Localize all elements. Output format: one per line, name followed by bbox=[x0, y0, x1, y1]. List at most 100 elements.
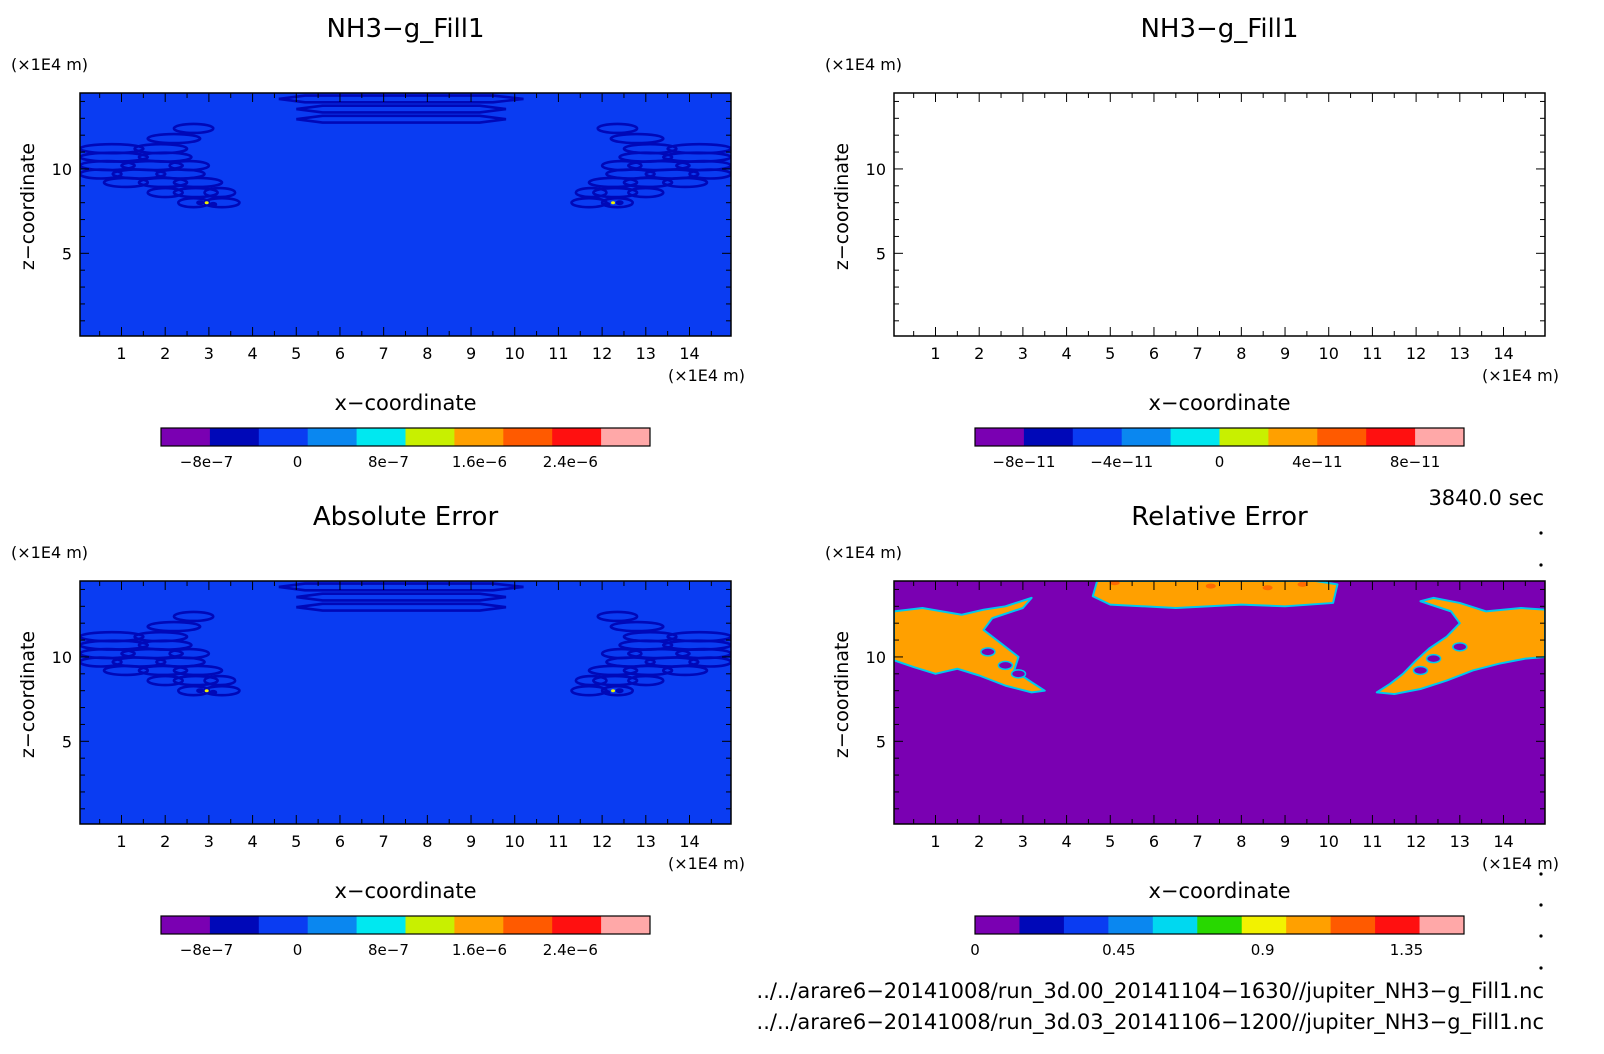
colorbar-tick-label: 8e−7 bbox=[368, 941, 409, 959]
colorbar-swatch bbox=[601, 428, 651, 446]
x-tick-label: 8 bbox=[1236, 832, 1246, 851]
error-hot-spot bbox=[1205, 583, 1216, 589]
x-axis-label: x−coordinate bbox=[334, 879, 476, 903]
contour-ring bbox=[172, 610, 215, 623]
colorbar-swatch bbox=[307, 916, 358, 934]
x-tick-label: 9 bbox=[466, 832, 476, 851]
colorbar-tick-label: 4e−11 bbox=[1292, 453, 1342, 471]
colorbar-tick-label: 0.9 bbox=[1251, 941, 1275, 959]
x-tick-label: 2 bbox=[160, 832, 170, 851]
colorbar-tick-label: 2.4e−6 bbox=[543, 941, 598, 959]
x-tick-label: 1 bbox=[930, 832, 940, 851]
contour-ring bbox=[661, 664, 709, 677]
x-tick-label: 9 bbox=[1280, 344, 1290, 363]
x-tick-label: 14 bbox=[1493, 832, 1513, 851]
colorbar-swatch bbox=[1019, 916, 1065, 934]
colorbar-swatch bbox=[1330, 916, 1376, 934]
colorbar-swatch bbox=[1072, 428, 1123, 446]
contour-min-spot bbox=[602, 201, 611, 207]
contour-min-spot bbox=[602, 689, 611, 695]
x-tick-label: 8 bbox=[1236, 344, 1246, 363]
colorbar-swatch bbox=[356, 428, 406, 446]
x-tick-label: 4 bbox=[247, 344, 257, 363]
contour-min-spot bbox=[196, 200, 205, 206]
colorbar-tick-label: −8e−7 bbox=[180, 941, 233, 959]
x-tick-label: 4 bbox=[1061, 832, 1071, 851]
colorbar-swatch bbox=[1286, 916, 1332, 934]
x-tick-label: 13 bbox=[1450, 832, 1470, 851]
colorbar-tick-label: 0 bbox=[1215, 453, 1225, 471]
contour-ring bbox=[102, 176, 150, 189]
colorbar-swatch bbox=[975, 428, 1025, 446]
x-tick-label: 3 bbox=[1018, 832, 1028, 851]
contour-ring bbox=[596, 122, 639, 135]
colorbar-swatch bbox=[1317, 428, 1367, 446]
colorbar-swatch bbox=[1121, 428, 1172, 446]
x-tick-label: 1 bbox=[116, 344, 126, 363]
contour-line bbox=[278, 582, 524, 592]
colorbar-swatch bbox=[1170, 428, 1220, 446]
colorbar-swatch bbox=[209, 428, 260, 446]
x-tick-label: 1 bbox=[116, 832, 126, 851]
colorbar-swatch bbox=[405, 916, 455, 934]
x-tick-label: 6 bbox=[335, 344, 345, 363]
x-tick-label: 14 bbox=[1493, 344, 1513, 363]
colorbar-tick-label: 1.6e−6 bbox=[452, 941, 507, 959]
contour-ring bbox=[627, 674, 665, 687]
colorbar-swatch bbox=[258, 916, 309, 934]
contour-line bbox=[278, 94, 524, 104]
panel-3: Absolute Error(×1E4 m)1 2 3 4 5 6 7 8 9 10 11 12 13 1… bbox=[11, 502, 745, 959]
x-tick-label: 2 bbox=[160, 344, 170, 363]
colorbar-swatch bbox=[1219, 428, 1269, 446]
contour-ring bbox=[172, 122, 215, 135]
x-unit-label: (×1E4 m) bbox=[1482, 854, 1559, 873]
x-tick-label: 10 bbox=[505, 832, 525, 851]
y-unit-label: (×1E4 m) bbox=[825, 55, 902, 74]
colorbar-swatch bbox=[209, 916, 260, 934]
colorbar-swatch bbox=[1268, 428, 1318, 446]
panel-title: Absolute Error bbox=[313, 502, 499, 532]
contour-ring bbox=[661, 176, 709, 189]
contour-ring bbox=[609, 132, 665, 145]
colorbar-swatch bbox=[1023, 428, 1074, 446]
colorbar-swatch bbox=[356, 916, 406, 934]
colorbar-swatch bbox=[1197, 916, 1243, 934]
x-tick-label: 1 bbox=[930, 344, 940, 363]
colorbar-swatch bbox=[405, 428, 455, 446]
x-tick-label: 11 bbox=[1362, 832, 1382, 851]
colorbar-tick-label: 8e−11 bbox=[1390, 453, 1440, 471]
x-tick-label: 10 bbox=[1319, 832, 1339, 851]
x-tick-label: 5 bbox=[291, 344, 301, 363]
error-hole bbox=[1010, 669, 1027, 679]
contour-line bbox=[296, 114, 507, 124]
y-axis-label: z−coordinate bbox=[831, 631, 853, 758]
colorbar-swatch bbox=[1108, 916, 1154, 934]
plot-background bbox=[80, 581, 731, 824]
x-tick-label: 12 bbox=[1406, 832, 1426, 851]
x-tick-label: 7 bbox=[1193, 832, 1203, 851]
x-tick-label: 11 bbox=[548, 832, 568, 851]
error-hole bbox=[1425, 653, 1442, 664]
colorbar-swatch bbox=[503, 916, 553, 934]
file-path-1: ../../arare6−20141008/run_3d.00_20141104… bbox=[757, 979, 1544, 1004]
x-tick-label: 12 bbox=[592, 344, 612, 363]
x-tick-label: 10 bbox=[505, 344, 525, 363]
colorbar-swatch bbox=[1419, 916, 1465, 934]
colorbar-swatch bbox=[1415, 428, 1465, 446]
x-tick-label: 13 bbox=[1450, 344, 1470, 363]
error-hole bbox=[1452, 642, 1468, 652]
file-path-2: ../../arare6−20141008/run_3d.03_20141106… bbox=[757, 1010, 1544, 1035]
y-tick-label: 10 bbox=[52, 160, 72, 179]
error-hot-spot bbox=[1297, 581, 1308, 587]
x-tick-label: 7 bbox=[379, 344, 389, 363]
contour-ring bbox=[146, 620, 202, 633]
plot-background bbox=[80, 93, 731, 336]
panel-2: NH3−g_Fill1(×1E4 m)1 2 3 4 5 6 7 8 9 10 11 12 13 1451… bbox=[825, 14, 1559, 471]
x-axis-label: x−coordinate bbox=[1148, 879, 1290, 903]
colorbar-tick-label: 8e−7 bbox=[368, 453, 409, 471]
colorbar-tick-label: 1.35 bbox=[1390, 941, 1423, 959]
contour-ring bbox=[146, 674, 184, 687]
colorbar-tick-label: −4e−11 bbox=[1090, 453, 1153, 471]
plot-area-empty bbox=[894, 93, 1545, 336]
